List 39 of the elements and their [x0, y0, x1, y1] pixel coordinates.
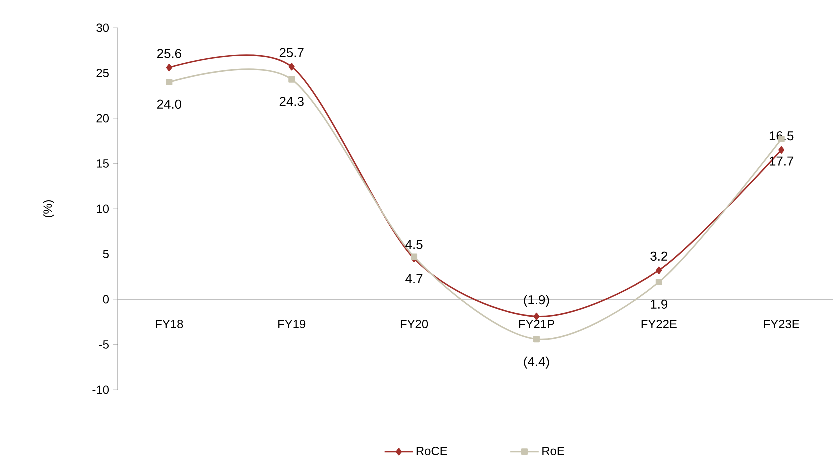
point — [534, 312, 540, 320]
data-label: 4.7 — [406, 274, 423, 284]
point — [778, 146, 785, 154]
x-tick-label: FY21P — [519, 320, 554, 328]
point — [411, 254, 418, 260]
y-axis-title: (%) — [43, 200, 54, 218]
y-tick-label: 20 — [96, 114, 110, 123]
point — [166, 64, 172, 72]
data-label: 3.2 — [650, 252, 668, 262]
x-tick-label: FY23E — [764, 320, 800, 328]
point — [656, 279, 662, 286]
y-tick-label: 10 — [97, 204, 110, 214]
data-label: (4.4) — [524, 356, 550, 369]
data-label: 25.6 — [157, 49, 182, 58]
x-tick-label: FY22E — [642, 320, 677, 328]
data-label: 25.7 — [280, 48, 304, 58]
y-tick-label: 0 — [103, 295, 110, 304]
point — [533, 336, 540, 343]
y-tick-label: 5 — [103, 250, 109, 258]
point — [656, 266, 662, 274]
point — [288, 63, 295, 71]
data-label: 17.7 — [770, 156, 794, 166]
data-label: (1.9) — [524, 295, 550, 308]
data-label: 1.9 — [651, 300, 668, 309]
data-label: 24.0 — [157, 100, 182, 109]
y-tick-label: -5 — [99, 340, 109, 349]
x-tick-label: FY20 — [400, 320, 428, 328]
point — [166, 79, 173, 86]
y-tick-label: 30 — [96, 24, 110, 32]
y-tick-label: 25 — [96, 69, 109, 78]
x-tick-label: FY18 — [156, 320, 184, 328]
y-tick-label: -10 — [92, 386, 110, 394]
legend-label: RoCE — [416, 446, 448, 456]
point — [288, 76, 296, 83]
legend-label: RoE — [542, 447, 564, 456]
y-tick-label: 15 — [97, 160, 109, 168]
x-tick-label: FY19 — [278, 320, 306, 328]
data-label: 4.5 — [406, 240, 423, 250]
data-label: 24.3 — [280, 97, 304, 106]
